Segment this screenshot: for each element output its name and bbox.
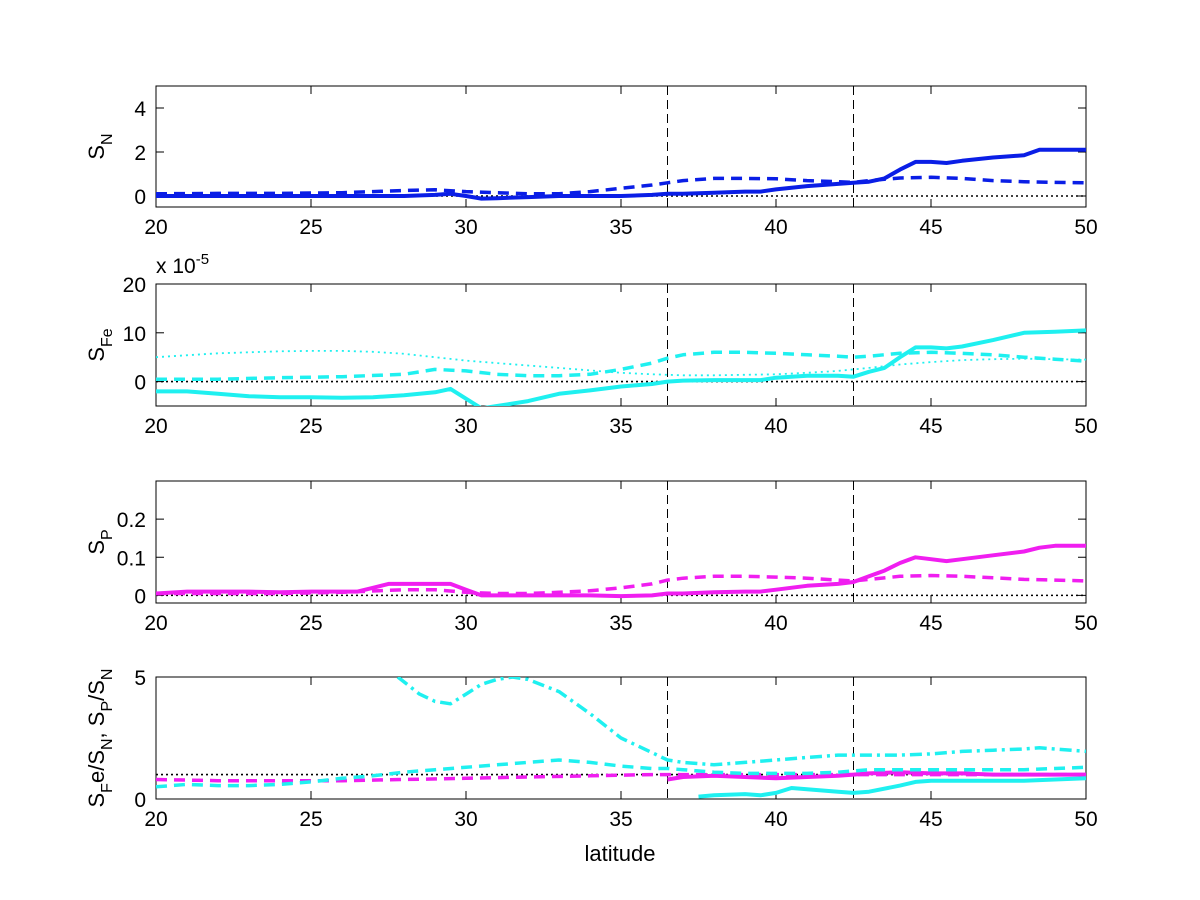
x-tick-label: 35 <box>609 612 632 635</box>
series-line-dashed <box>156 350 1086 381</box>
x-tick-label: 40 <box>764 612 787 635</box>
x-tick-label: 50 <box>1074 808 1097 831</box>
x-tick-label: 50 <box>1074 612 1097 635</box>
plot-area <box>156 284 1086 406</box>
x-tick-label: 45 <box>919 808 942 831</box>
x-tick-label: 25 <box>299 415 322 438</box>
y-exponent-label: x 10-5 <box>156 251 209 278</box>
x-tick-label: 20 <box>144 808 167 831</box>
x-tick-label: 50 <box>1074 216 1097 239</box>
x-tick-label: 25 <box>299 612 322 635</box>
y-tick-label: 0.2 <box>117 509 146 532</box>
y-tick-label: 0 <box>134 186 146 209</box>
panel-2: 20 25 30 35 40 45 50 0 10 20 x 10-5 SFe <box>84 251 1098 438</box>
x-tick-label: 50 <box>1074 415 1097 438</box>
plot-area <box>156 86 1086 207</box>
plot-area <box>156 677 1086 799</box>
x-tick-label: 35 <box>609 216 632 239</box>
x-tick-label: 20 <box>144 612 167 635</box>
y-tick-label: 0 <box>134 372 146 395</box>
x-tick-label: 40 <box>764 216 787 239</box>
panel-3: 20 25 30 35 40 45 50 0 0.1 0.2SP <box>84 480 1098 635</box>
series-line-dashed <box>156 573 1086 596</box>
x-tick-label: 30 <box>454 808 477 831</box>
x-tick-label: 30 <box>454 216 477 239</box>
x-tick-label: 35 <box>609 808 632 831</box>
series-line-dotted <box>156 349 1086 377</box>
x-tick-label: 30 <box>454 415 477 438</box>
plot-area <box>156 481 1086 603</box>
x-tick-label: 45 <box>919 216 942 239</box>
y-tick-label: 5 <box>134 667 146 690</box>
axes-box <box>155 480 1087 604</box>
panel-4: 20 25 30 35 40 45 50 0 5 SFe/SN, SP/SN <box>84 667 1098 831</box>
x-tick-label: 20 <box>144 216 167 239</box>
series-line-solid <box>698 776 1086 799</box>
series-line-solid <box>156 543 1086 599</box>
x-tick-label: 35 <box>609 415 632 438</box>
y-tick-label: 0 <box>134 789 146 812</box>
y-tick-label: 4 <box>134 98 146 121</box>
y-axis-label: SFe <box>84 328 116 361</box>
series-line-dashed <box>156 175 1086 196</box>
x-tick-label: 30 <box>454 612 477 635</box>
y-axis-label: SN <box>84 133 116 159</box>
series-line-solid <box>156 147 1086 201</box>
series-line-dashdot <box>396 677 1086 767</box>
series-line-solid <box>156 328 1086 406</box>
y-tick-label: 20 <box>123 274 146 297</box>
x-axis-label: latitude <box>585 841 656 866</box>
series-line-dashed <box>156 758 1086 789</box>
y-tick-label: 0.1 <box>117 547 146 570</box>
x-tick-label: 25 <box>299 216 322 239</box>
x-tick-label: 45 <box>919 415 942 438</box>
x-tick-label: 40 <box>764 808 787 831</box>
y-axis-label: SP <box>84 529 116 554</box>
x-tick-label: 45 <box>919 612 942 635</box>
y-tick-label: 2 <box>134 142 146 165</box>
x-tick-label: 40 <box>764 415 787 438</box>
y-axis-label: SFe/SN, SP/SN <box>84 669 116 808</box>
y-tick-label: 0 <box>134 585 146 608</box>
panel-1: 20 25 30 35 40 45 50 0 2 4 SN <box>84 85 1098 239</box>
x-tick-label: 20 <box>144 415 167 438</box>
y-tick-label: 10 <box>123 323 146 346</box>
axes-box <box>155 85 1087 208</box>
x-tick-label: 25 <box>299 808 322 831</box>
